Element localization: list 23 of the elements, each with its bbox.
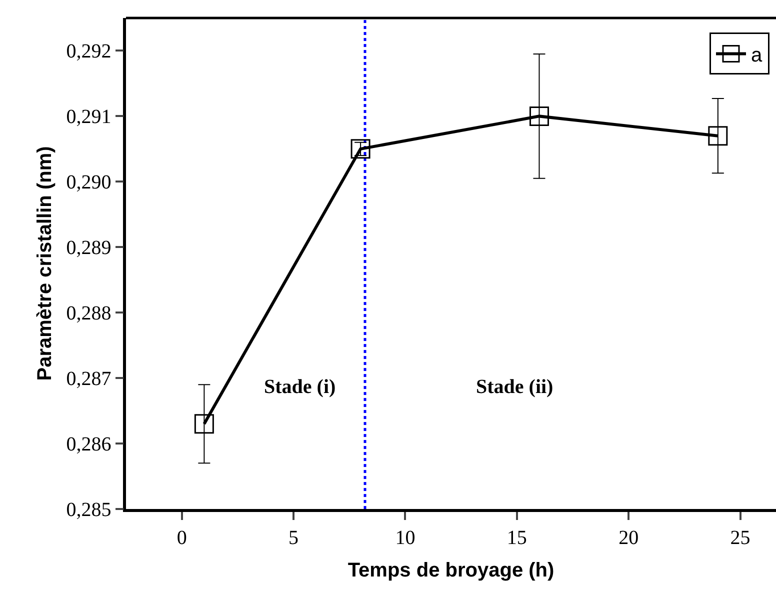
annotation: Stade (i) <box>264 376 336 398</box>
point <box>194 414 214 434</box>
annotation: Stade (ii) <box>476 376 554 398</box>
x-tick-label: 15 <box>506 526 527 549</box>
y-tick-label: 0,292 <box>66 40 112 63</box>
y-tick-label: 0,285 <box>66 499 112 521</box>
x-axis-title: Temps de broyage (h) <box>348 559 554 582</box>
point <box>708 126 728 146</box>
y-axis-title: Paramètre cristallin (nm) <box>34 146 56 381</box>
y-tick-label: 0,291 <box>66 106 112 128</box>
y-tick-label: 0,288 <box>66 302 112 325</box>
x-tick-label: 5 <box>288 526 299 549</box>
x-tick-label: 0 <box>176 526 187 549</box>
y-tick-label: 0,286 <box>66 434 112 456</box>
x-tick-label: 20 <box>618 526 639 549</box>
legend-label: a <box>751 44 763 67</box>
x-tick-label: 10 <box>395 526 416 549</box>
point <box>350 139 370 159</box>
x-tick-label: 25 <box>730 526 750 549</box>
y-tick-label: 0,289 <box>66 237 112 260</box>
point <box>529 106 549 126</box>
y-tick-label: 0,290 <box>66 172 112 194</box>
y-tick-label: 0,287 <box>66 368 112 390</box>
